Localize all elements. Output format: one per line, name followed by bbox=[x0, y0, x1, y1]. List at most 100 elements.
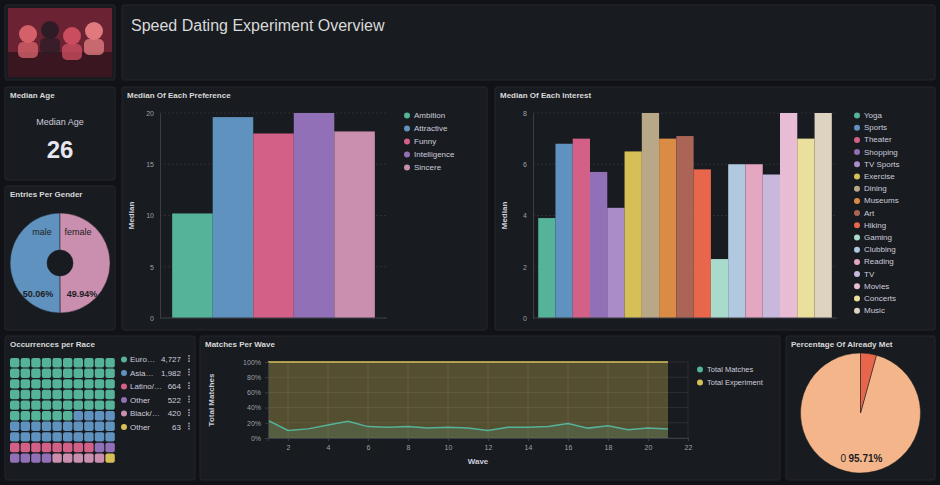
menu-icon bbox=[188, 412, 190, 414]
y-axis-tick: 40% bbox=[247, 404, 268, 411]
waffle-cell bbox=[95, 358, 104, 367]
waffle-cell bbox=[84, 369, 93, 378]
menu-icon bbox=[188, 425, 190, 427]
legend-label: Exercise bbox=[864, 172, 895, 181]
menu-icon bbox=[188, 358, 190, 360]
y-axis-tick-label: 4 bbox=[523, 212, 527, 219]
waffle-cell bbox=[52, 422, 61, 431]
waffle-cell bbox=[95, 453, 104, 462]
waffle-cell bbox=[105, 369, 114, 378]
legend-swatch bbox=[854, 308, 860, 314]
y-axis-line bbox=[533, 114, 534, 319]
waffle-cell bbox=[42, 369, 51, 378]
y-axis-tick: 0 bbox=[150, 315, 160, 322]
legend-label: Theater bbox=[864, 135, 892, 144]
y-axis-tick-mark bbox=[265, 408, 268, 409]
data-label: 49.94% bbox=[67, 289, 98, 299]
x-axis-tick-mark bbox=[488, 438, 489, 441]
x-axis-tick: 8 bbox=[407, 438, 411, 451]
bar bbox=[625, 151, 642, 318]
x-axis-tick-mark bbox=[528, 438, 529, 441]
x-axis-line bbox=[533, 318, 837, 319]
x-axis-tick-mark bbox=[688, 438, 689, 441]
waffle-cell bbox=[31, 453, 40, 462]
waffle-cell bbox=[95, 390, 104, 399]
legend-label: Ambition bbox=[414, 111, 445, 120]
image-figure bbox=[84, 39, 104, 55]
bars bbox=[172, 113, 375, 318]
bar bbox=[294, 113, 335, 318]
waffle-cell bbox=[52, 453, 61, 462]
x-axis-tick-mark bbox=[568, 438, 569, 441]
legend-value: 63 bbox=[172, 423, 181, 432]
legend-swatch bbox=[854, 137, 860, 143]
y-axis-title: Median bbox=[127, 202, 136, 230]
y-axis-tick-label: 60% bbox=[247, 389, 261, 396]
waffle-cell bbox=[21, 443, 30, 452]
x-axis-tick: 22 bbox=[685, 438, 693, 451]
bar bbox=[711, 259, 728, 318]
y-axis-tick-label: 0 bbox=[150, 315, 154, 322]
y-axis-tick-label: 10 bbox=[146, 212, 154, 219]
waffle-cell bbox=[84, 400, 93, 409]
y-axis-tick-label: 40% bbox=[247, 404, 261, 411]
waffle-cell bbox=[42, 379, 51, 388]
waffle-cell bbox=[95, 443, 104, 452]
legend-swatch bbox=[854, 198, 860, 204]
series-area bbox=[268, 362, 668, 438]
dashboard-title: Speed Dating Experiment Overview bbox=[131, 17, 385, 34]
waffle-cell bbox=[95, 379, 104, 388]
y-axis-tick: 20% bbox=[247, 420, 268, 427]
waffle-cell bbox=[31, 400, 40, 409]
waffle-cell bbox=[21, 453, 30, 462]
y-axis-tick: 15 bbox=[146, 161, 160, 168]
y-axis-tick: 20 bbox=[146, 110, 160, 117]
menu-icon bbox=[188, 382, 190, 384]
y-axis-tick: 10 bbox=[146, 212, 160, 219]
x-axis-tick-mark bbox=[648, 438, 649, 441]
waffle-cell bbox=[10, 443, 19, 452]
legend-label: Museums bbox=[864, 196, 899, 205]
x-axis-tick: 14 bbox=[525, 438, 533, 451]
x-axis-tick-mark bbox=[368, 438, 369, 441]
waffle-cell bbox=[63, 390, 72, 399]
legend-label: Music bbox=[864, 306, 885, 315]
pie-slice bbox=[861, 353, 877, 413]
x-axis-tick-label: 4 bbox=[327, 444, 331, 451]
panel-title: Median Of Each Interest bbox=[500, 91, 591, 100]
legend-label: Movies bbox=[864, 282, 889, 291]
menu-icon bbox=[188, 371, 190, 373]
waffle-cell bbox=[21, 369, 30, 378]
waffle-cell bbox=[74, 422, 83, 431]
waffle-cell bbox=[84, 379, 93, 388]
waffle-cell bbox=[42, 358, 51, 367]
waffle-cell bbox=[52, 379, 61, 388]
waffle-cell bbox=[10, 369, 19, 378]
legend-label: TV Sports bbox=[864, 160, 900, 169]
panel-title: Percentage Of Already Met bbox=[791, 340, 893, 349]
waffle-cell bbox=[105, 453, 114, 462]
x-axis-line bbox=[160, 318, 387, 319]
waffle-cell bbox=[42, 443, 51, 452]
legend-swatch bbox=[854, 174, 860, 180]
waffle-cell bbox=[42, 453, 51, 462]
metric-label: Median Age bbox=[36, 117, 84, 127]
legend-swatch bbox=[854, 271, 860, 277]
metric-value: 26 bbox=[47, 136, 74, 163]
legend-swatch bbox=[854, 296, 860, 302]
x-axis-tick-label: 16 bbox=[565, 444, 573, 451]
waffle-cell bbox=[52, 432, 61, 441]
x-axis-tick-mark bbox=[448, 438, 449, 441]
legend-swatch bbox=[697, 380, 703, 386]
title-panel bbox=[122, 5, 935, 80]
waffle-cell bbox=[95, 432, 104, 441]
y-axis-tick-label: 2 bbox=[523, 263, 527, 270]
y-axis-title: Total Matches bbox=[207, 373, 216, 426]
legend-label: Yoga bbox=[864, 111, 883, 120]
waffle-cell bbox=[84, 443, 93, 452]
slice-category: 0 bbox=[841, 453, 847, 464]
legend-swatch bbox=[854, 283, 860, 289]
x-axis-tick: 4 bbox=[327, 438, 331, 451]
waffle-cell bbox=[10, 390, 19, 399]
legend-label: Total Experiment bbox=[707, 378, 764, 387]
